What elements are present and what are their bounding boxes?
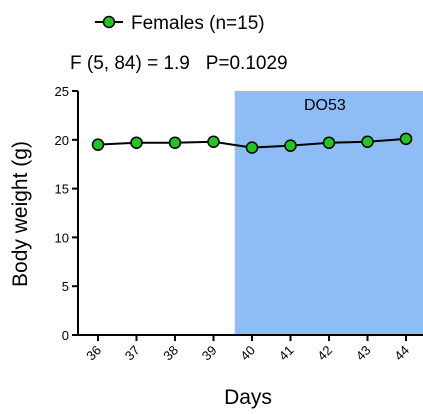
legend-label: Females (n=15) bbox=[131, 13, 265, 34]
x-tick-label: 40 bbox=[237, 343, 258, 364]
x-tick-label: 36 bbox=[83, 343, 104, 364]
x-tick-label: 44 bbox=[391, 343, 412, 364]
data-point bbox=[130, 136, 143, 149]
series-points bbox=[91, 132, 413, 154]
x-tick-label: 37 bbox=[122, 343, 143, 364]
data-point bbox=[322, 136, 336, 149]
shaded-region-band bbox=[234, 91, 423, 335]
shaded-region-label: DO53 bbox=[304, 97, 346, 114]
x-tick-label: 42 bbox=[314, 343, 335, 364]
y-axis-title: Body weight (g) bbox=[9, 141, 32, 287]
x-axis-title: Days bbox=[224, 386, 272, 409]
x-tick-label: 39 bbox=[199, 343, 220, 364]
y-tick-label: 0 bbox=[62, 328, 69, 343]
data-point bbox=[91, 138, 105, 151]
data-point bbox=[245, 141, 259, 154]
legend-marker-icon bbox=[102, 15, 116, 29]
y-tick-label: 20 bbox=[55, 133, 69, 148]
stats-annotation: F (5, 84) = 1.9 P=0.1029 bbox=[70, 53, 288, 74]
data-point bbox=[168, 136, 182, 149]
data-point bbox=[361, 135, 374, 149]
y-tick-label: 10 bbox=[55, 230, 69, 245]
x-tick-label: 41 bbox=[276, 343, 297, 364]
x-tick-label: 43 bbox=[353, 343, 374, 364]
data-point bbox=[399, 132, 413, 146]
x-axis-ticks: 36 37 38 39 40 41 42 43 44 bbox=[83, 335, 412, 363]
y-tick-label: 25 bbox=[55, 84, 69, 99]
y-tick-label: 15 bbox=[55, 182, 69, 197]
legend: Females (n=15) bbox=[95, 13, 265, 34]
data-point bbox=[207, 135, 220, 149]
y-axis-ticks: 0 5 10 15 20 25 bbox=[55, 84, 78, 343]
x-tick-label: 38 bbox=[160, 343, 181, 364]
y-tick-label: 5 bbox=[62, 279, 69, 294]
data-point bbox=[284, 139, 297, 152]
